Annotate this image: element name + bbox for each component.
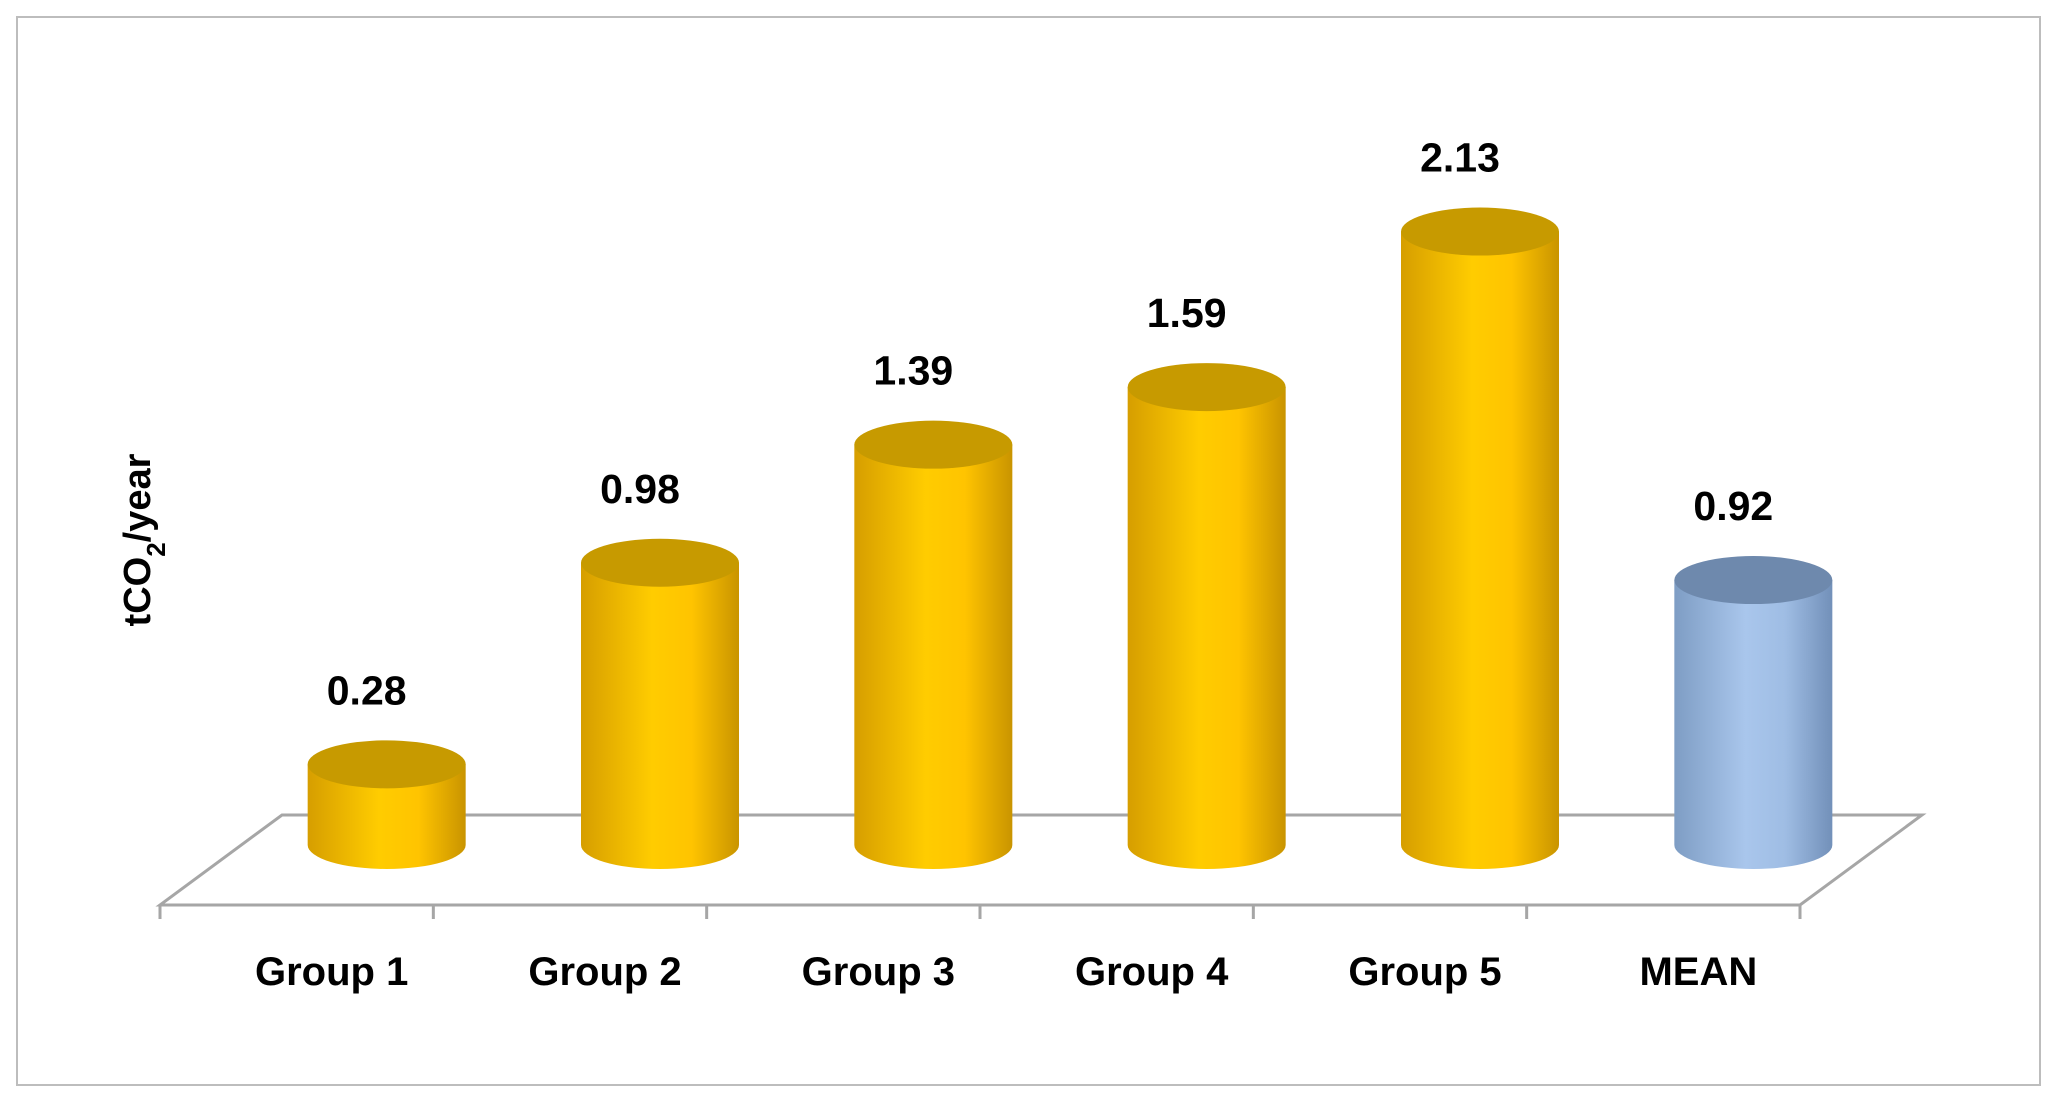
category-label: MEAN	[1639, 950, 1757, 994]
data-label: 0.92	[1693, 483, 1773, 529]
category-label: Group 1	[255, 950, 408, 994]
chart-frame	[16, 16, 2041, 1086]
bar-body	[1401, 231, 1559, 869]
bar-series	[307, 207, 1833, 870]
data-label: 1.59	[1147, 290, 1227, 336]
category-label: Group 2	[528, 950, 681, 994]
bar-top	[1127, 363, 1286, 412]
bar-group-3	[854, 420, 1013, 870]
bar-group-1	[307, 740, 466, 869]
bar-body	[581, 562, 739, 869]
category-labels: Group 1 Group 2 Group 3 Group 4 Group 5 MEAN	[255, 950, 1757, 994]
bar-top	[307, 740, 466, 789]
data-label: 0.28	[327, 667, 407, 713]
bar-group-4	[1127, 363, 1286, 870]
y-axis-title-main: tCO	[117, 557, 159, 627]
data-label: 2.13	[1420, 135, 1500, 181]
data-label: 1.39	[873, 348, 953, 394]
bar-top	[854, 420, 1013, 469]
bar-top	[1401, 207, 1559, 256]
bar-body	[307, 764, 466, 869]
bar-top	[1674, 556, 1833, 605]
bar-body	[1674, 580, 1833, 870]
y-axis-title-suffix: /year	[117, 453, 159, 542]
bar-group-5	[1401, 207, 1559, 869]
bar-group-2	[581, 538, 739, 869]
data-label: 0.98	[600, 466, 680, 512]
bar-body	[854, 444, 1013, 870]
category-label: Group 3	[802, 950, 955, 994]
bar-mean	[1674, 556, 1833, 870]
bar-body	[1127, 387, 1286, 870]
category-label: Group 5	[1348, 950, 1501, 994]
y-axis-title-subscript: 2	[141, 542, 171, 556]
data-labels: 0.28 0.98 1.39 1.59 2.13 0.92	[327, 135, 1773, 714]
bar-top	[581, 538, 739, 587]
category-label: Group 4	[1075, 950, 1229, 994]
y-axis-title: tCO2/year	[117, 453, 171, 626]
